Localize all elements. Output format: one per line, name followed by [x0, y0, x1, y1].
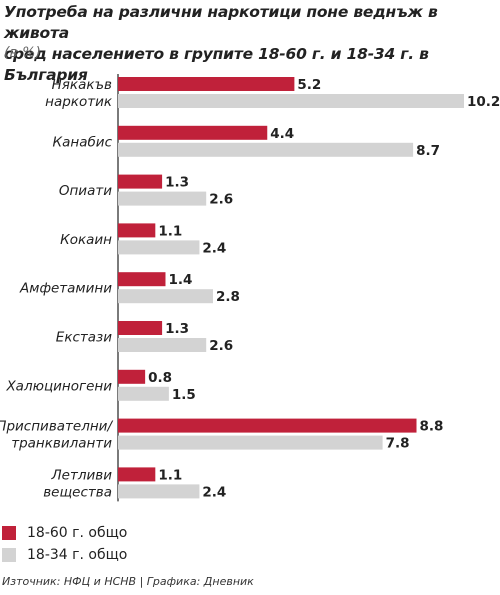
value-label-18-60: 4.4: [270, 126, 294, 142]
value-label-18-60: 0.8: [148, 370, 172, 386]
bar-chart: Някакъв наркотик 5.2 10.2 Канабис 4.4 8.7 Опиат…: [0, 74, 500, 502]
bar-18-34: [118, 484, 200, 499]
chart-title-line-2: сред населението в групите 18-60 г. и 18…: [4, 45, 429, 84]
bar-18-60: [118, 223, 156, 238]
value-label-18-60: 5.2: [297, 77, 321, 93]
bar-18-34: [118, 94, 464, 108]
bar-18-60: [118, 369, 146, 384]
category-label: Халюциногени: [5, 378, 112, 394]
value-label-18-60: 1.1: [158, 223, 182, 239]
value-label-18-34: 2.4: [202, 240, 226, 256]
value-label-18-60: 1.3: [165, 175, 189, 191]
value-label-18-60: 8.8: [420, 419, 444, 435]
category-label: Амфетамини: [19, 281, 112, 297]
legend-item-18-34: 18-34 г. общо: [2, 544, 127, 566]
value-label-18-34: 2.6: [209, 192, 233, 208]
bar-18-60: [118, 272, 166, 287]
legend-item-18-60: 18-60 г. общо: [2, 522, 127, 544]
value-label-18-34: 7.8: [386, 436, 410, 452]
value-label-18-60: 1.1: [158, 467, 182, 483]
category-label-line: транквиланти: [11, 436, 112, 452]
bar-18-34: [118, 338, 207, 352]
category-label-line: наркотик: [45, 94, 113, 110]
bar-18-60: [118, 321, 163, 335]
category-label-line: вещества: [43, 484, 112, 500]
chart-title: Употреба на различни наркотици поне ведн…: [4, 2, 498, 86]
category-label: Някакъв наркотик: [45, 77, 113, 110]
category-label-line: Опиати: [59, 183, 112, 199]
value-label-18-60: 1.3: [165, 321, 189, 337]
bar-18-60: [118, 174, 163, 189]
category-label-line: Летливи: [51, 467, 113, 483]
value-label-18-60: 1.4: [168, 272, 192, 288]
value-label-18-34: 2.6: [209, 338, 233, 354]
category-label-line: Екстази: [56, 330, 112, 346]
chart-title-line-1: Употреба на различни наркотици поне ведн…: [4, 3, 438, 42]
bar-18-60: [118, 77, 295, 91]
category-label-line: Амфетамини: [19, 281, 112, 297]
bar-18-34: [118, 240, 200, 255]
category-label: Приспивателни/транквиланти: [0, 419, 113, 452]
category-label-line: Канабис: [53, 134, 113, 150]
category-label-line: Някакъв: [52, 77, 112, 93]
value-label-18-34: 8.7: [416, 143, 440, 159]
category-label-line: Кокаин: [60, 232, 112, 248]
bar-18-34: [118, 386, 169, 401]
value-label-18-34: 2.8: [216, 289, 240, 305]
category-label: Канабис: [53, 134, 113, 150]
bar-18-60: [118, 125, 268, 140]
category-label: Екстази: [56, 330, 112, 346]
category-label: Кокаин: [60, 232, 112, 248]
bar-18-34: [118, 289, 213, 304]
value-label-18-34: 2.4: [202, 484, 226, 500]
category-label-line: Халюциногени: [5, 378, 112, 394]
legend-label-18-60: 18-60 г. общо: [27, 525, 128, 541]
source-note: Източник: НФЦ и НСНВ | Графика: Дневник: [2, 575, 254, 588]
bar-18-60: [118, 467, 156, 482]
unit-label: (в %): [4, 45, 41, 61]
legend-label-18-34: 18-34 г. общо: [27, 547, 128, 563]
legend: 18-60 г. общо 18-34 г. общо: [2, 522, 127, 566]
category-label: Летливи вещества: [43, 467, 112, 500]
category-label-line: Приспивателни/: [0, 419, 113, 435]
bar-18-34: [118, 142, 414, 157]
value-label-18-34: 1.5: [172, 387, 196, 403]
legend-swatch-18-34: [2, 548, 16, 562]
bar-18-60: [118, 418, 417, 433]
category-label: Опиати: [59, 183, 112, 199]
bar-18-34: [118, 191, 207, 206]
bar-18-34: [118, 435, 383, 450]
value-label-18-34: 10.2: [467, 94, 500, 110]
legend-swatch-18-60: [2, 526, 16, 540]
